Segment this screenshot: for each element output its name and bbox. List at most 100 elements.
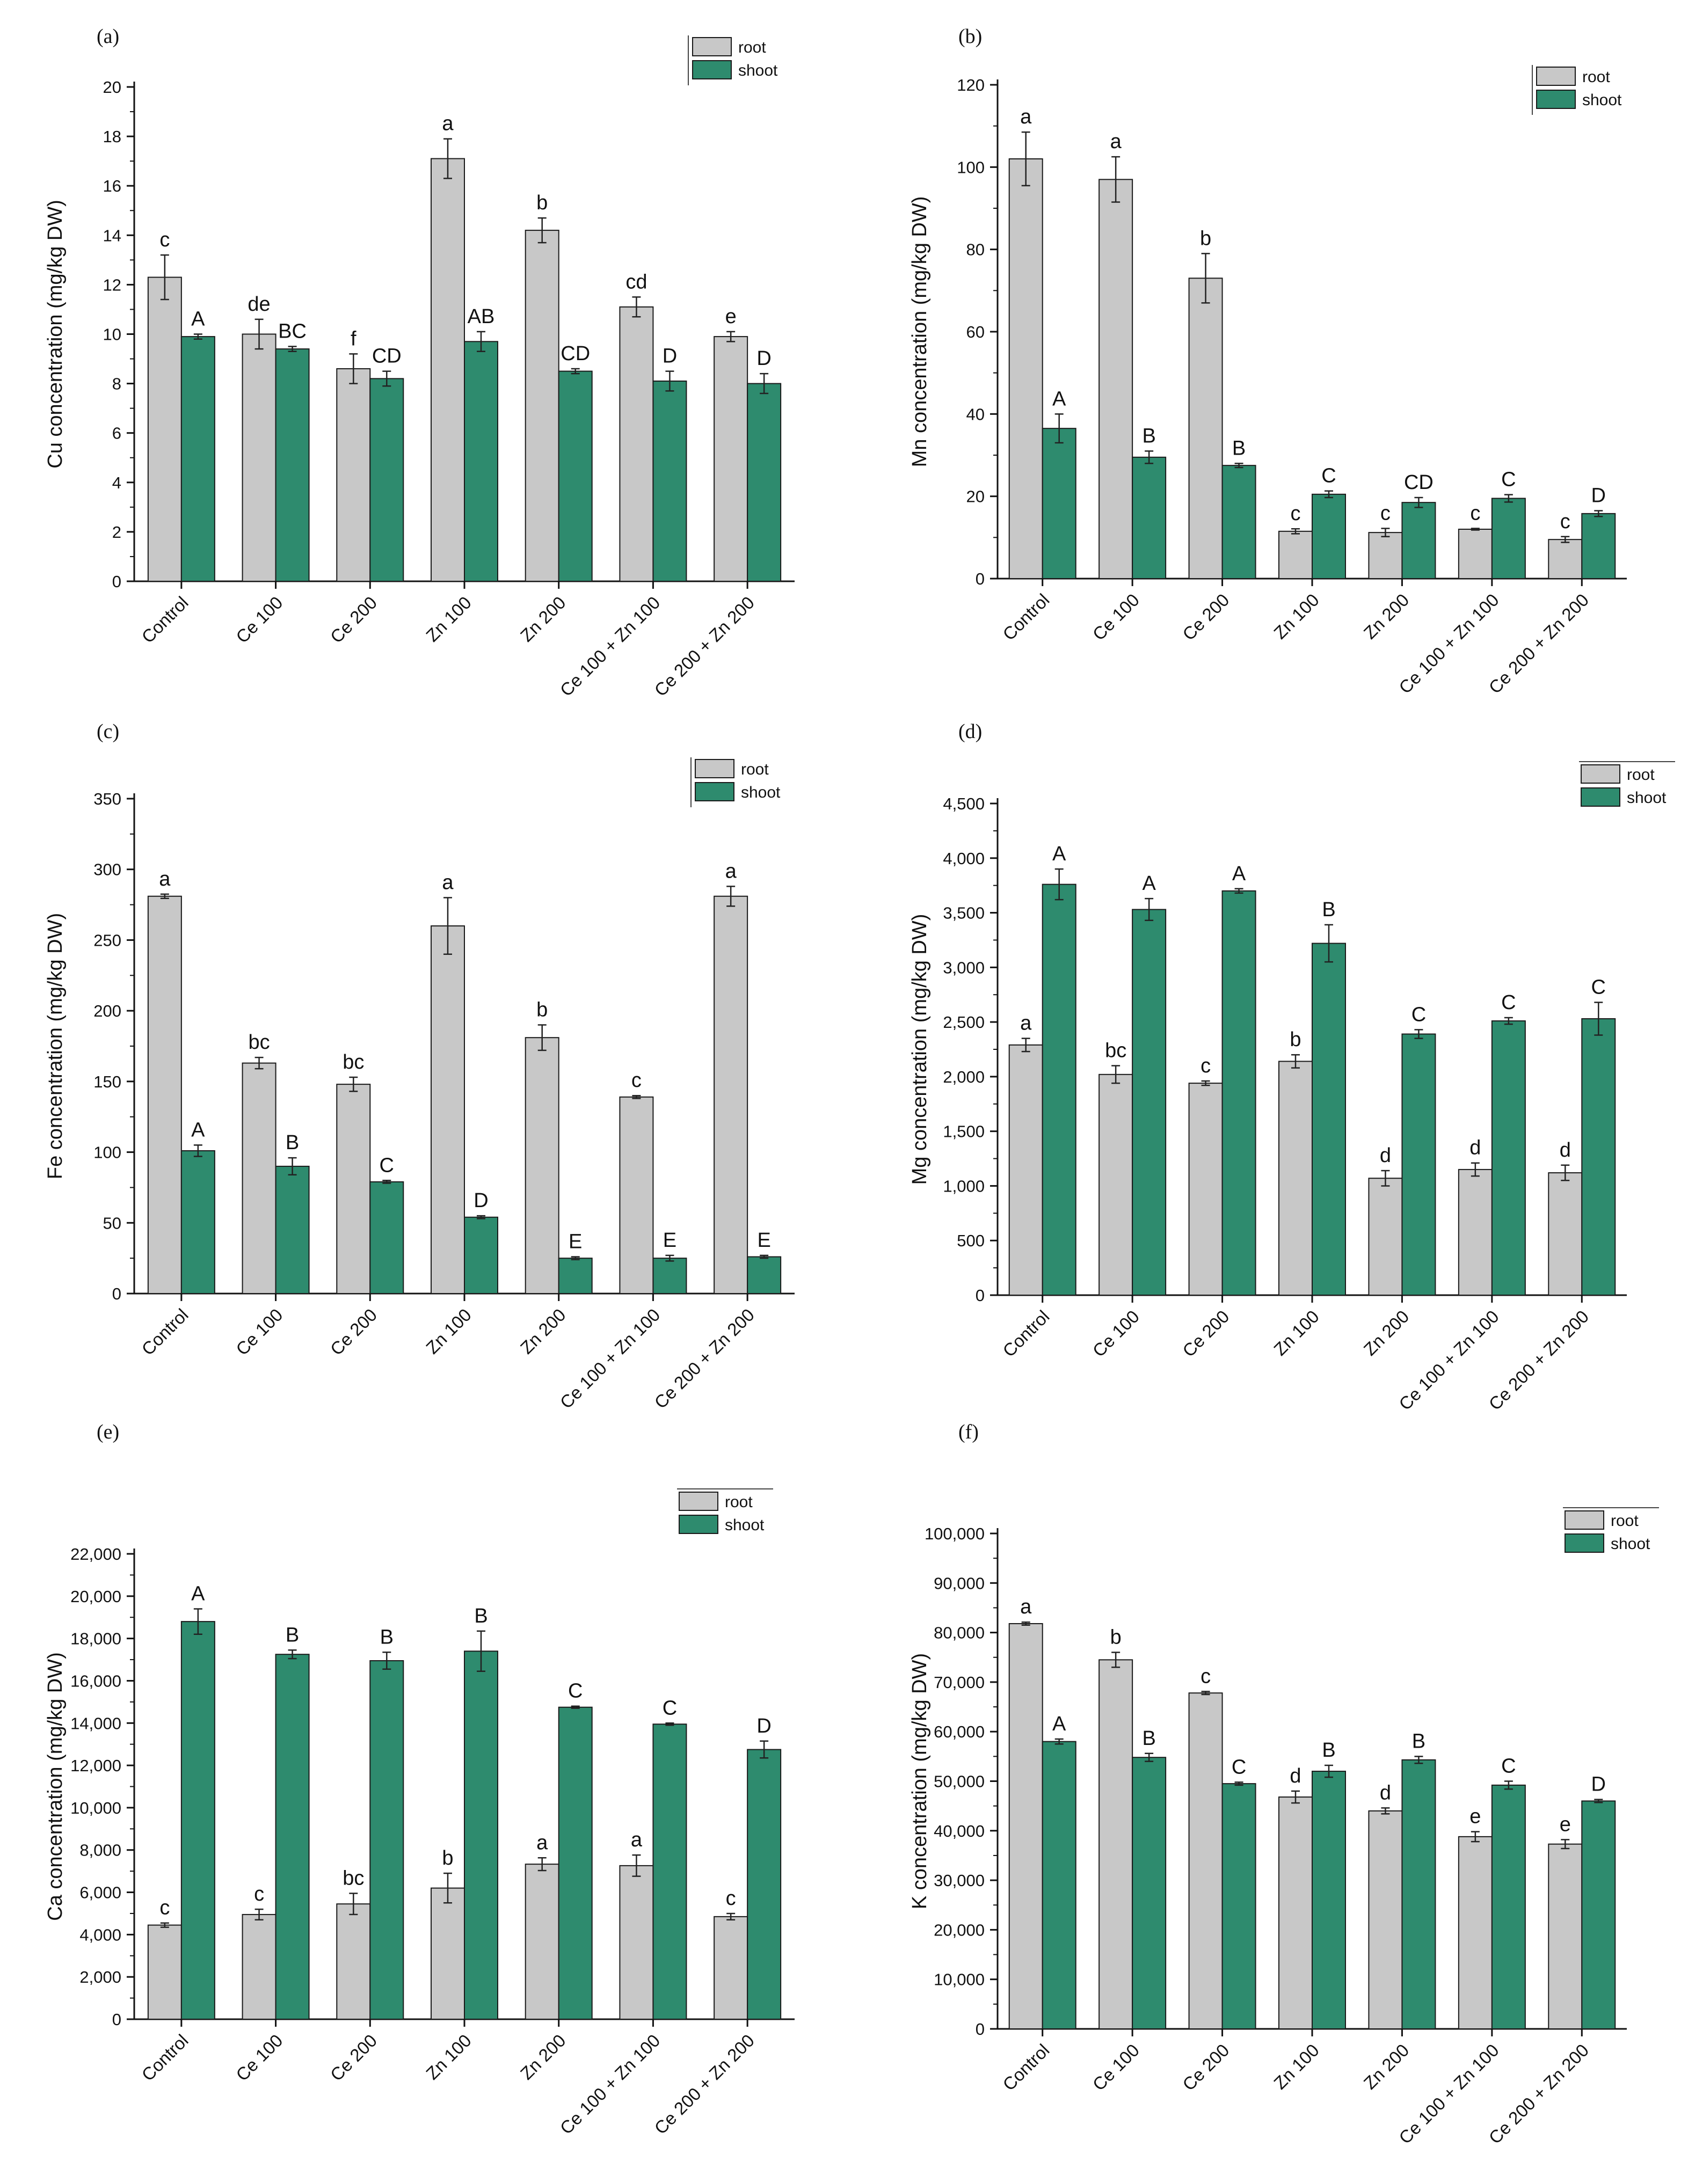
panel-label: (c) — [97, 720, 119, 743]
root-bar — [1368, 532, 1403, 580]
panel-label: (f) — [958, 1421, 979, 1443]
root-significance-letter: e — [725, 305, 737, 328]
legend-swatch-root — [1536, 67, 1576, 86]
root-significance-letter: c — [254, 1883, 264, 1905]
x-tick-label: Ce 200 — [326, 2030, 381, 2085]
y-tick-label: 30,000 — [934, 1871, 985, 1890]
x-tick-label: Ce 200 + Zn 200 — [650, 593, 758, 700]
y-axis-label: Mn concentration (mg/kg DW) — [908, 196, 931, 468]
x-tick-label: Ce 200 — [326, 1305, 381, 1359]
shoot-bar — [1491, 498, 1526, 579]
y-tick-label: 80 — [966, 240, 985, 259]
x-tick-label: Ce 100 + Zn 100 — [556, 1305, 664, 1413]
x-tick-label: Zn 100 — [422, 2030, 475, 2084]
y-tick-label: 120 — [957, 76, 985, 94]
root-bar — [1548, 1172, 1583, 1296]
x-tick-label: Control — [137, 2030, 192, 2085]
shoot-significance-letter: B — [1232, 437, 1246, 459]
root-significance-letter: c — [1560, 510, 1570, 533]
y-axis-label: Fe concentration (mg/kg DW) — [44, 913, 67, 1179]
y-tick-label: 80,000 — [934, 1624, 985, 1642]
legend-swatch-root — [1565, 1510, 1604, 1530]
shoot-bar — [1312, 1771, 1346, 2030]
y-tick-label: 6,000 — [79, 1883, 121, 1902]
shoot-bar — [1581, 1018, 1616, 1296]
shoot-significance-letter: E — [757, 1229, 770, 1252]
root-bar — [619, 1096, 654, 1294]
legend-swatch-shoot — [679, 1515, 718, 1534]
shoot-significance-letter: D — [1591, 485, 1606, 507]
root-significance-letter: d — [1380, 1781, 1391, 1804]
x-tick-label: Ce 100 + Zn 100 — [556, 2030, 664, 2138]
root-significance-letter: c — [726, 1887, 736, 1910]
root-significance-letter: a — [442, 113, 454, 135]
root-bar — [1278, 1796, 1313, 2029]
root-bar — [525, 1037, 559, 1295]
shoot-bar — [464, 1650, 498, 2020]
y-tick-label: 2,000 — [79, 1968, 121, 1986]
legend-swatch-root — [695, 759, 734, 778]
x-tick-label: Ce 100 + Zn 100 — [556, 593, 664, 700]
y-tick-label: 2 — [112, 523, 121, 542]
root-bar — [1368, 1178, 1403, 1296]
shoot-significance-letter: D — [756, 1715, 771, 1737]
root-bar — [1188, 1692, 1223, 2030]
y-tick-label: 0 — [112, 1284, 121, 1303]
shoot-significance-letter: C — [1501, 469, 1516, 491]
y-tick-label: 250 — [93, 931, 121, 949]
shoot-bar — [1401, 1759, 1436, 2030]
x-tick-label: Ce 200 + Zn 200 — [650, 1305, 758, 1413]
y-tick-label: 3,000 — [943, 958, 985, 977]
root-bar — [242, 333, 277, 582]
y-tick-label: 18 — [103, 127, 121, 146]
y-tick-label: 60 — [966, 323, 985, 341]
root-significance-letter: c — [159, 229, 170, 251]
shoot-bar — [1042, 428, 1076, 580]
root-significance-letter: bc — [343, 1051, 364, 1073]
legend-label-root: root — [1611, 1512, 1639, 1530]
root-bar — [1098, 1073, 1133, 1296]
shoot-significance-letter: A — [1052, 388, 1066, 410]
shoot-significance-letter: BC — [278, 320, 307, 343]
y-tick-label: 300 — [93, 860, 121, 879]
shoot-significance-letter: CD — [1404, 471, 1434, 494]
root-bar — [619, 306, 654, 582]
root-significance-letter: c — [1200, 1665, 1211, 1688]
shoot-bar — [1042, 883, 1076, 1296]
shoot-bar — [464, 1216, 498, 1294]
x-tick-label: Ce 200 + Zn 200 — [1485, 1306, 1593, 1414]
x-tick-label: Ce 100 — [232, 2030, 286, 2085]
y-tick-label: 1,500 — [943, 1122, 985, 1141]
legend-swatch-root — [1581, 764, 1620, 784]
shoot-bar — [180, 1621, 215, 2020]
legend-label-shoot: shoot — [725, 1516, 765, 1534]
root-significance-letter: a — [1020, 1012, 1032, 1035]
shoot-significance-letter: A — [191, 1582, 205, 1605]
x-tick-label: Ce 200 — [1178, 2040, 1233, 2094]
shoot-bar — [369, 1660, 404, 2020]
shoot-significance-letter: C — [568, 1680, 583, 1703]
y-tick-label: 150 — [93, 1072, 121, 1091]
shoot-significance-letter: B — [286, 1624, 299, 1646]
legend-label-shoot: shoot — [741, 784, 781, 801]
root-bar — [1098, 179, 1133, 580]
root-significance-letter: c — [1291, 502, 1301, 525]
y-tick-label: 70,000 — [934, 1673, 985, 1692]
y-tick-label: 4 — [112, 473, 121, 492]
y-tick-label: 20,000 — [70, 1587, 121, 1606]
panel-label: (a) — [97, 25, 119, 48]
y-tick-label: 10,000 — [934, 1970, 985, 1989]
shoot-significance-letter: D — [663, 345, 677, 368]
root-bar — [431, 925, 465, 1294]
legend-swatch-shoot — [1565, 1533, 1604, 1553]
shoot-bar — [1042, 1741, 1076, 2029]
shoot-significance-letter: C — [380, 1154, 394, 1177]
y-tick-label: 10,000 — [70, 1799, 121, 1817]
root-bar — [336, 1903, 371, 2020]
y-tick-label: 50,000 — [934, 1772, 985, 1791]
shoot-bar — [652, 1258, 687, 1294]
x-tick-label: Ce 100 — [1089, 2040, 1143, 2094]
x-tick-label: Zn 200 — [1360, 590, 1413, 643]
x-tick-label: Control — [137, 1305, 192, 1359]
